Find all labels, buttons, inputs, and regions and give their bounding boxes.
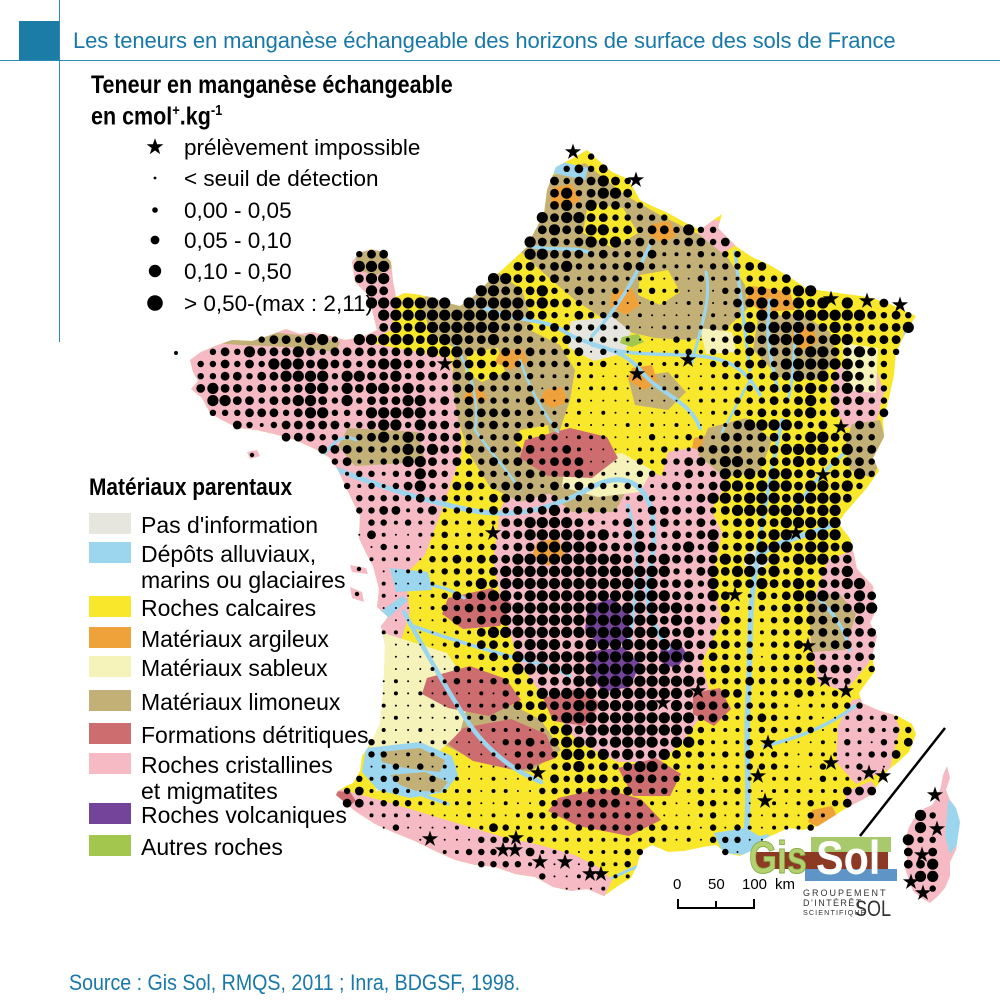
svg-text:SOL: SOL — [855, 897, 891, 921]
svg-text:D’INTÉRÊT: D’INTÉRÊT — [803, 898, 863, 908]
svg-text:SCIENTIFIQUE: SCIENTIFIQUE — [803, 908, 867, 917]
svg-text:Gis: Gis — [749, 832, 807, 883]
svg-text:Sol: Sol — [816, 833, 880, 885]
svg-text:GROUPEMENT: GROUPEMENT — [803, 888, 888, 898]
